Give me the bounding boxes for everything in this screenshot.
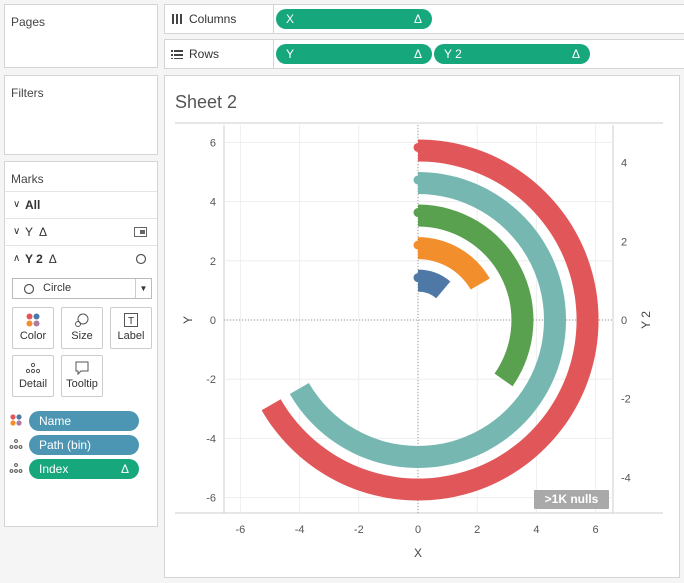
mark-pill-name-label: Name [39, 414, 72, 428]
detail-icon [13, 356, 53, 378]
label-button[interactable]: T Label [110, 307, 152, 349]
size-button[interactable]: Size [61, 307, 103, 349]
pages-title: Pages [11, 15, 46, 29]
detail-icon [9, 437, 29, 454]
detail-button[interactable]: Detail [12, 355, 54, 397]
marks-row-y[interactable]: ∨ Y Δ [5, 218, 157, 244]
columns-shelf[interactable]: Columns X Δ [164, 4, 684, 34]
marks-card: Marks ∨ All ∨ Y Δ ∧ Y 2 Δ Circle ▼ Color… [4, 161, 158, 527]
marks-row-y-label: Y [25, 224, 34, 239]
nulls-badge-text: >1K nulls [544, 492, 599, 506]
marks-title: Marks [11, 172, 44, 186]
circle-mark-icon [135, 253, 147, 265]
mark-pill-index-label: Index [39, 462, 69, 476]
mark-type-dropdown[interactable]: Circle ▼ [12, 278, 152, 299]
nulls-badge[interactable]: >1K nulls [534, 490, 609, 509]
mark-type-value: Circle [43, 282, 72, 294]
tooltip-button-label: Tooltip [66, 378, 98, 390]
rows-pill-y2[interactable]: Y 2 Δ [434, 44, 590, 64]
color-icon [9, 413, 29, 430]
delta-icon: Δ [48, 251, 57, 266]
label-button-label: Label [117, 330, 145, 342]
columns-pill-x-label: X [286, 12, 295, 26]
columns-shelf-label: Columns [171, 12, 236, 26]
mark-pill-name[interactable]: Name [29, 411, 139, 431]
circle-icon [23, 283, 35, 295]
columns-icon [172, 14, 182, 24]
columns-label-text: Columns [189, 12, 237, 26]
marks-row-y2[interactable]: ∧ Y 2 Δ [5, 245, 157, 271]
tooltip-icon [62, 356, 102, 378]
delta-icon: Δ [39, 224, 48, 239]
shelf-divider [273, 40, 274, 68]
tooltip-button[interactable]: Tooltip [61, 355, 103, 397]
filters-card[interactable]: Filters [4, 75, 158, 155]
sheet-title: Sheet 2 [175, 92, 238, 112]
mark-pill-index[interactable]: Index Δ [29, 459, 139, 479]
mark-pill-index-row[interactable]: Index Δ [9, 458, 139, 480]
rows-pill-y[interactable]: Y Δ [276, 44, 432, 64]
columns-pill-x[interactable]: X Δ [276, 9, 432, 29]
filters-title: Filters [11, 86, 44, 100]
marks-row-y2-label: Y 2 [25, 251, 43, 266]
delta-icon: Δ [413, 12, 422, 26]
detail-icon [9, 461, 29, 478]
shelf-divider [273, 5, 274, 33]
mark-pill-name-row[interactable]: Name [9, 410, 139, 432]
mark-pill-path-label: Path (bin) [39, 438, 92, 452]
rows-icon [171, 50, 183, 59]
chevron-down-icon: ∨ [13, 199, 21, 210]
dropdown-arrow-icon[interactable]: ▼ [135, 279, 151, 298]
delta-icon: Δ [413, 47, 422, 61]
color-button-label: Color [19, 330, 47, 342]
mark-pill-path[interactable]: Path (bin) [29, 435, 139, 455]
rows-label-text: Rows [189, 47, 220, 61]
chevron-up-icon: ∧ [13, 253, 21, 264]
rows-pill-y2-label: Y 2 [444, 47, 462, 61]
pages-card: Pages [4, 4, 158, 68]
marks-row-all[interactable]: ∨ All [5, 191, 157, 217]
mark-pill-path-row[interactable]: Path (bin) [9, 434, 139, 456]
size-icon [62, 308, 102, 330]
size-button-label: Size [71, 330, 93, 342]
rows-pill-y-label: Y [286, 47, 295, 61]
detail-button-label: Detail [18, 378, 48, 390]
svg-text:T: T [128, 316, 134, 327]
rows-shelf[interactable]: Rows Y Δ Y 2 Δ [164, 39, 684, 69]
rows-shelf-label: Rows [171, 47, 219, 61]
color-icon [13, 308, 53, 330]
text-label-icon: T [111, 308, 151, 330]
chevron-down-icon: ∨ [13, 226, 21, 237]
delta-icon: Δ [120, 462, 129, 476]
delta-icon: Δ [571, 47, 580, 61]
marks-row-all-label: All [25, 197, 41, 212]
automatic-mark-icon [134, 227, 147, 237]
color-button[interactable]: Color [12, 307, 54, 349]
